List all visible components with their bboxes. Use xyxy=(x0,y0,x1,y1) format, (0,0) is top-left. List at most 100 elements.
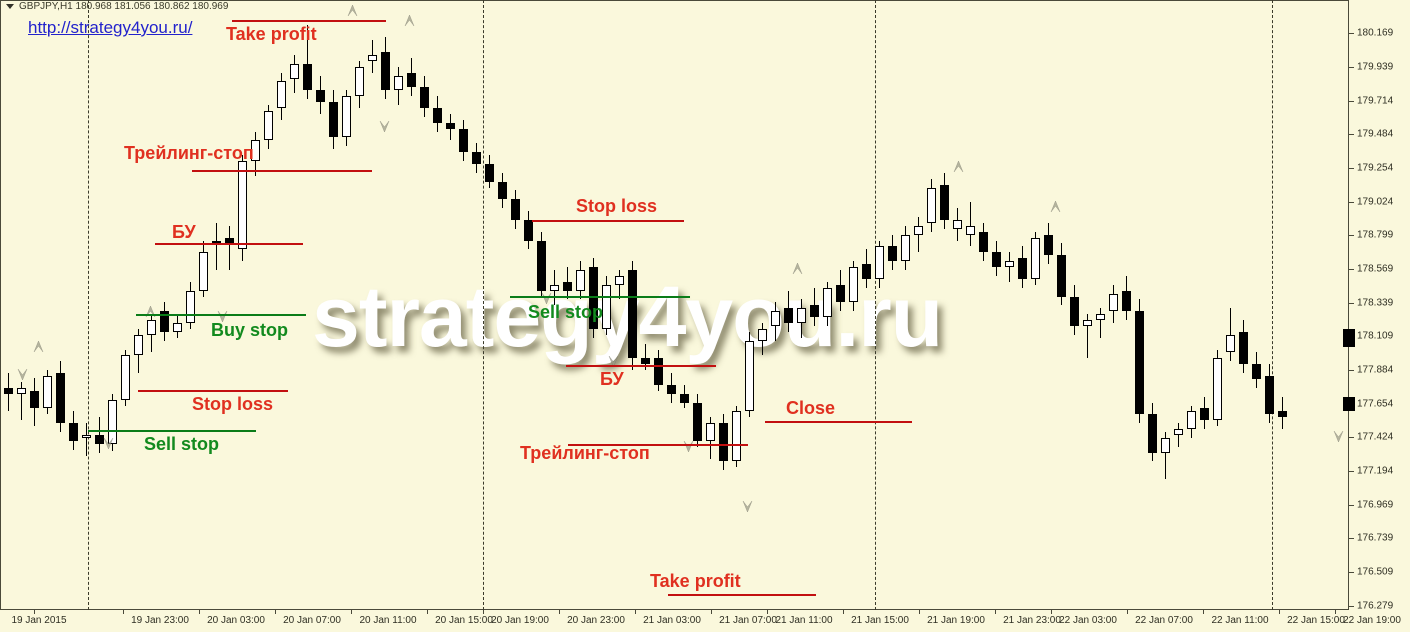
price-axis[interactable]: 180.169 179.939 179.714 179.484 179.254 179.0… xyxy=(1343,0,1410,612)
price-tick-label: 179.254 xyxy=(1357,162,1394,174)
fractal-up-icon xyxy=(347,4,358,17)
candle-body xyxy=(212,240,221,244)
candle-body xyxy=(628,270,637,359)
candle-body xyxy=(1109,293,1118,312)
candle-body xyxy=(1187,411,1196,430)
close-right-line[interactable] xyxy=(765,421,912,423)
candle-body xyxy=(186,290,195,324)
time-tick-label: 20 Jan 11:00 xyxy=(359,615,417,626)
stop-loss-left-line[interactable] xyxy=(138,390,288,392)
symbol-info-bar[interactable]: GBPJPY,H1 180.968 181.056 180.862 180.96… xyxy=(6,1,228,12)
price-tick xyxy=(1349,538,1354,539)
candle-body xyxy=(1148,414,1157,453)
candle-body xyxy=(524,219,533,241)
time-axis[interactable]: 19 Jan 2015 19 Jan 23:00 20 Jan 03:00 20 Ja… xyxy=(0,610,1410,632)
sell-stop-right-label: Sell stop xyxy=(528,302,604,322)
price-tick-label: 178.109 xyxy=(1357,330,1394,342)
time-tick-label: 20 Jan 23:00 xyxy=(567,615,625,626)
candle-body xyxy=(433,107,442,123)
time-tick xyxy=(351,610,352,614)
candle-body xyxy=(862,264,871,279)
candle-wick xyxy=(1100,308,1101,338)
chart-plot-area[interactable]: Take profit Трейлинг-стоп БУ Buy stop Stop l… xyxy=(0,0,1349,610)
candle-body xyxy=(251,140,260,161)
fractal-up-icon xyxy=(1050,200,1061,213)
candle-body xyxy=(147,320,156,335)
time-tick-label: 21 Jan 23:00 xyxy=(1003,615,1061,626)
fractal-up-icon xyxy=(404,14,415,27)
sell-stop-right-line[interactable] xyxy=(510,296,690,298)
buy-stop-line[interactable] xyxy=(136,314,306,316)
price-tick-label: 178.799 xyxy=(1357,229,1394,241)
candle-body xyxy=(355,66,364,97)
candle-wick xyxy=(1165,432,1166,480)
price-tick-label: 176.509 xyxy=(1357,566,1394,578)
candle-body xyxy=(30,390,39,409)
candle-body xyxy=(550,284,559,291)
candle-body xyxy=(823,287,832,318)
triangle-down-icon[interactable] xyxy=(6,4,14,9)
price-tick xyxy=(1349,370,1354,371)
breakeven-right-line[interactable] xyxy=(566,365,716,367)
candle-body xyxy=(706,423,715,441)
time-tick-label: 20 Jan 03:00 xyxy=(207,615,265,626)
close-right-label: Close xyxy=(786,398,836,418)
price-tick-label: 176.969 xyxy=(1357,499,1394,511)
candle-body xyxy=(680,393,689,403)
candle-body xyxy=(446,122,455,129)
time-tick-label: 21 Jan 11:00 xyxy=(775,615,833,626)
take-profit-bottom-line[interactable] xyxy=(668,594,816,596)
candle-body xyxy=(329,102,338,138)
plot-border-left xyxy=(0,0,1,610)
sell-stop-left-label: Sell stop xyxy=(144,434,220,454)
candle-body xyxy=(641,358,650,365)
candle-body xyxy=(238,161,247,250)
site-url-link[interactable]: http://strategy4you.ru/ xyxy=(28,18,193,37)
sell-stop-left-line[interactable] xyxy=(88,430,256,432)
candle-body xyxy=(381,52,390,91)
time-tick-label: 20 Jan 19:00 xyxy=(491,615,549,626)
fractal-down-icon xyxy=(379,120,390,133)
candle-body xyxy=(914,225,923,235)
candlestick-series xyxy=(4,25,1287,480)
candle-wick xyxy=(1230,308,1231,362)
candle-body xyxy=(966,225,975,235)
breakeven-left-line[interactable] xyxy=(155,243,303,245)
fractal-down-icon xyxy=(17,368,28,381)
candle-body xyxy=(992,252,1001,268)
candle-body xyxy=(1252,364,1261,379)
breakeven-right-label: БУ xyxy=(600,369,624,389)
candle-body xyxy=(108,399,117,444)
candle-body xyxy=(654,358,663,385)
price-tick xyxy=(1349,101,1354,102)
candle-body xyxy=(953,219,962,229)
candle-body xyxy=(160,311,169,332)
price-tick-label: 176.279 xyxy=(1357,600,1394,612)
price-tick xyxy=(1349,471,1354,472)
price-tick-label: 179.484 xyxy=(1357,128,1394,140)
candle-body xyxy=(797,308,806,324)
price-tick-label: 178.569 xyxy=(1357,263,1394,275)
candle-wick xyxy=(645,343,646,371)
take-profit-top-line[interactable] xyxy=(232,20,386,22)
trailing-stop-left-line[interactable] xyxy=(192,170,372,172)
price-tick xyxy=(1349,505,1354,506)
candle-body xyxy=(498,181,507,200)
candle-body xyxy=(1213,358,1222,421)
candle-body xyxy=(485,163,494,182)
candle-body xyxy=(56,373,65,424)
candle-wick xyxy=(918,216,919,253)
candle-body xyxy=(1161,437,1170,453)
time-tick xyxy=(1051,610,1052,614)
plot-border-bottom xyxy=(0,609,1410,610)
time-tick-label: 20 Jan 15:00 xyxy=(435,615,493,626)
candle-body xyxy=(758,328,767,341)
candle-body xyxy=(836,284,845,303)
time-tick-label: 22 Jan 03:00 xyxy=(1059,615,1117,626)
time-tick xyxy=(123,610,124,614)
candle-body xyxy=(901,234,910,262)
stop-loss-right-line[interactable] xyxy=(532,220,684,222)
stop-loss-left-label: Stop loss xyxy=(192,394,274,414)
trailing-stop-right-line[interactable] xyxy=(568,444,748,446)
